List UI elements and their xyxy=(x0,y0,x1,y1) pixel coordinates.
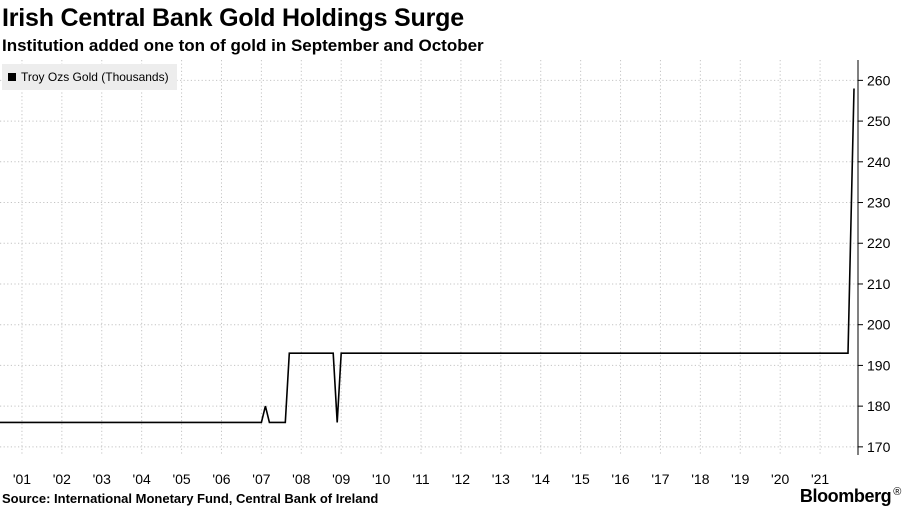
series-line-troy-ozs-gold xyxy=(0,88,855,424)
y-tick-label: 250 xyxy=(867,113,891,129)
x-tick-label: '06 xyxy=(212,471,230,487)
y-tick-label: 210 xyxy=(867,276,891,292)
registered-mark: ® xyxy=(893,486,901,498)
legend-entry-label: Troy Ozs Gold (Thousands) xyxy=(21,70,169,84)
x-tick-label: '12 xyxy=(452,471,470,487)
bloomberg-logo: Bloomberg ® xyxy=(799,486,902,507)
x-tick-label: '03 xyxy=(93,471,111,487)
chart-legend: Troy Ozs Gold (Thousands) xyxy=(2,64,177,90)
x-tick-label: '02 xyxy=(53,471,71,487)
x-tick-label: '18 xyxy=(691,471,709,487)
y-tick-label: 220 xyxy=(867,235,891,251)
x-tick-label: '04 xyxy=(133,471,151,487)
x-axis-tick-labels: '01 '02 '03 '04 '05 '06 '07 '08 '09 '10 '11 '12 '13 '… xyxy=(13,471,830,487)
chart-grid xyxy=(0,60,858,455)
x-tick-label: '16 xyxy=(611,471,629,487)
chart-title: Irish Central Bank Gold Holdings Surge xyxy=(2,4,464,32)
x-tick-label: '20 xyxy=(771,471,789,487)
x-tick-label: '11 xyxy=(412,471,429,487)
y-tick-label: 180 xyxy=(867,398,891,414)
x-tick-label: '10 xyxy=(372,471,390,487)
x-tick-label: '08 xyxy=(292,471,310,487)
chart-subtitle: Institution added one ton of gold in Sep… xyxy=(2,36,484,55)
x-tick-label: '21 xyxy=(811,471,829,487)
x-tick-label: '07 xyxy=(252,471,270,487)
x-tick-label: '13 xyxy=(492,471,510,487)
legend-swatch xyxy=(8,73,16,81)
x-tick-label: '19 xyxy=(731,471,749,487)
x-tick-label: '09 xyxy=(332,471,350,487)
y-axis-tick-labels: 170 180 190 200 210 220 230 240 250 260 xyxy=(867,72,891,454)
y-tick-label: 260 xyxy=(867,72,891,88)
source-note: Source: International Monetary Fund, Cen… xyxy=(2,491,379,506)
y-tick-label: 170 xyxy=(867,439,891,455)
y-tick-label: 190 xyxy=(867,357,891,373)
chart-series xyxy=(0,88,855,424)
x-tick-label: '05 xyxy=(172,471,190,487)
y-tick-label: 240 xyxy=(867,154,891,170)
brand-name: Bloomberg xyxy=(799,486,892,506)
x-tick-label: '17 xyxy=(651,471,669,487)
x-tick-label: '14 xyxy=(532,471,550,487)
x-tick-label: '01 xyxy=(13,471,31,487)
y-tick-label: 230 xyxy=(867,195,891,211)
y-tick-label: 200 xyxy=(867,317,891,333)
chart-axes xyxy=(857,60,863,455)
x-tick-label: '15 xyxy=(572,471,590,487)
